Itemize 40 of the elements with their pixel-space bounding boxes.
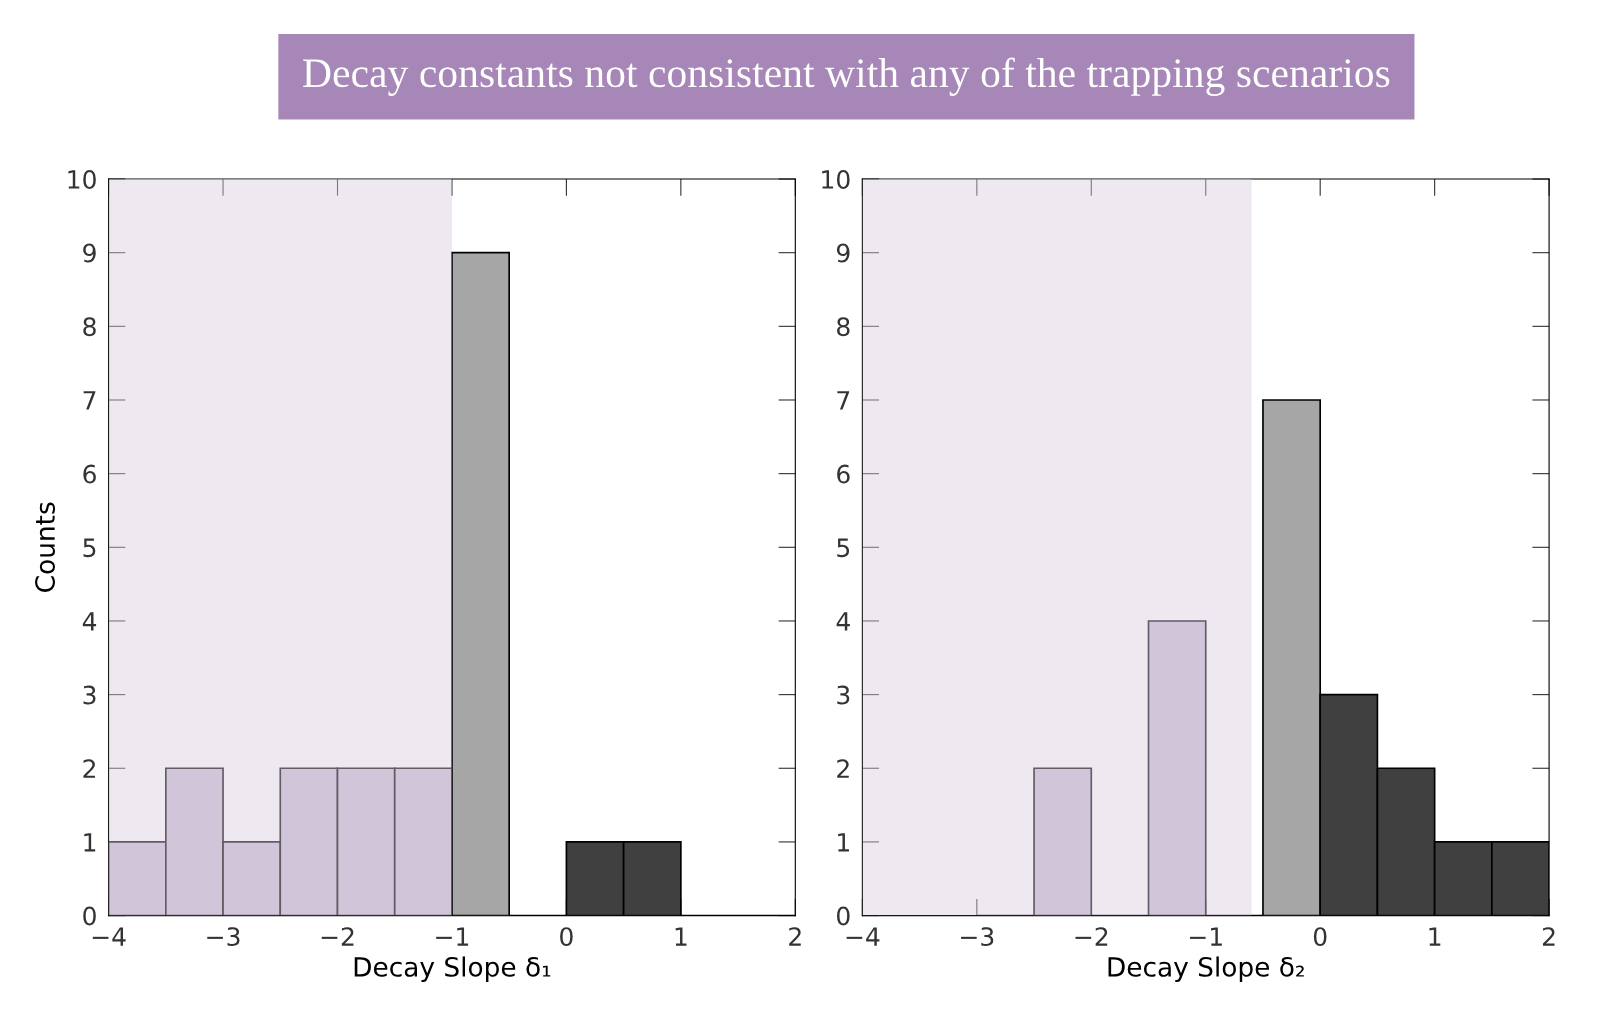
y-tick-label: 1	[84, 833, 96, 852]
x-tick-label: −2	[1075, 927, 1108, 946]
y-axis-title: Counts	[35, 502, 55, 592]
y-tick-label: 4	[836, 612, 850, 631]
y-tick-label: 0	[837, 906, 850, 926]
y-tick-label: 1	[838, 833, 849, 852]
x-tick-label: 0	[560, 927, 573, 947]
x-axis-title: Decay Slope δ₁	[354, 956, 551, 982]
y-tick-label: 6	[837, 464, 850, 484]
y-tick-label: 10	[68, 169, 96, 189]
y-tick-label: 7	[837, 391, 850, 410]
x-tick-label: −4	[846, 927, 880, 946]
y-tick-label: 6	[83, 464, 96, 484]
y-tick-label: 3	[83, 685, 96, 705]
y-tick-label: 4	[82, 612, 97, 631]
y-tick-label: 3	[837, 685, 850, 705]
y-tick-label: 10	[822, 169, 850, 189]
y-tick-label: 7	[83, 391, 96, 410]
x-tick-label: 1	[675, 927, 687, 946]
y-tick-label: 0	[83, 906, 96, 926]
x-axis-title: Decay Slope δ₂	[1108, 956, 1304, 982]
x-tick-label: 1	[1429, 927, 1441, 946]
y-tick-label: 2	[83, 759, 95, 778]
chart-title: Decay constants not consistent with any of the trapping scenarios	[303, 57, 1390, 96]
y-tick-label: 8	[837, 317, 850, 337]
y-tick-label: 9	[83, 243, 96, 263]
x-tick-label: 2	[1542, 927, 1555, 946]
y-tick-label: 5	[837, 538, 850, 558]
x-tick-label: 2	[789, 927, 801, 946]
y-tick-label: 8	[83, 317, 96, 337]
x-tick-label: −3	[207, 927, 240, 947]
y-tick-label: 9	[836, 243, 850, 263]
y-tick-label: 2	[837, 759, 849, 778]
y-tick-label: 5	[83, 538, 96, 558]
x-tick-label: −2	[321, 927, 354, 946]
x-tick-label: −1	[1189, 927, 1222, 946]
x-tick-label: −4	[92, 927, 126, 946]
x-tick-label: −3	[961, 927, 994, 947]
x-tick-label: 0	[1313, 927, 1327, 947]
x-tick-label: −1	[436, 927, 469, 946]
